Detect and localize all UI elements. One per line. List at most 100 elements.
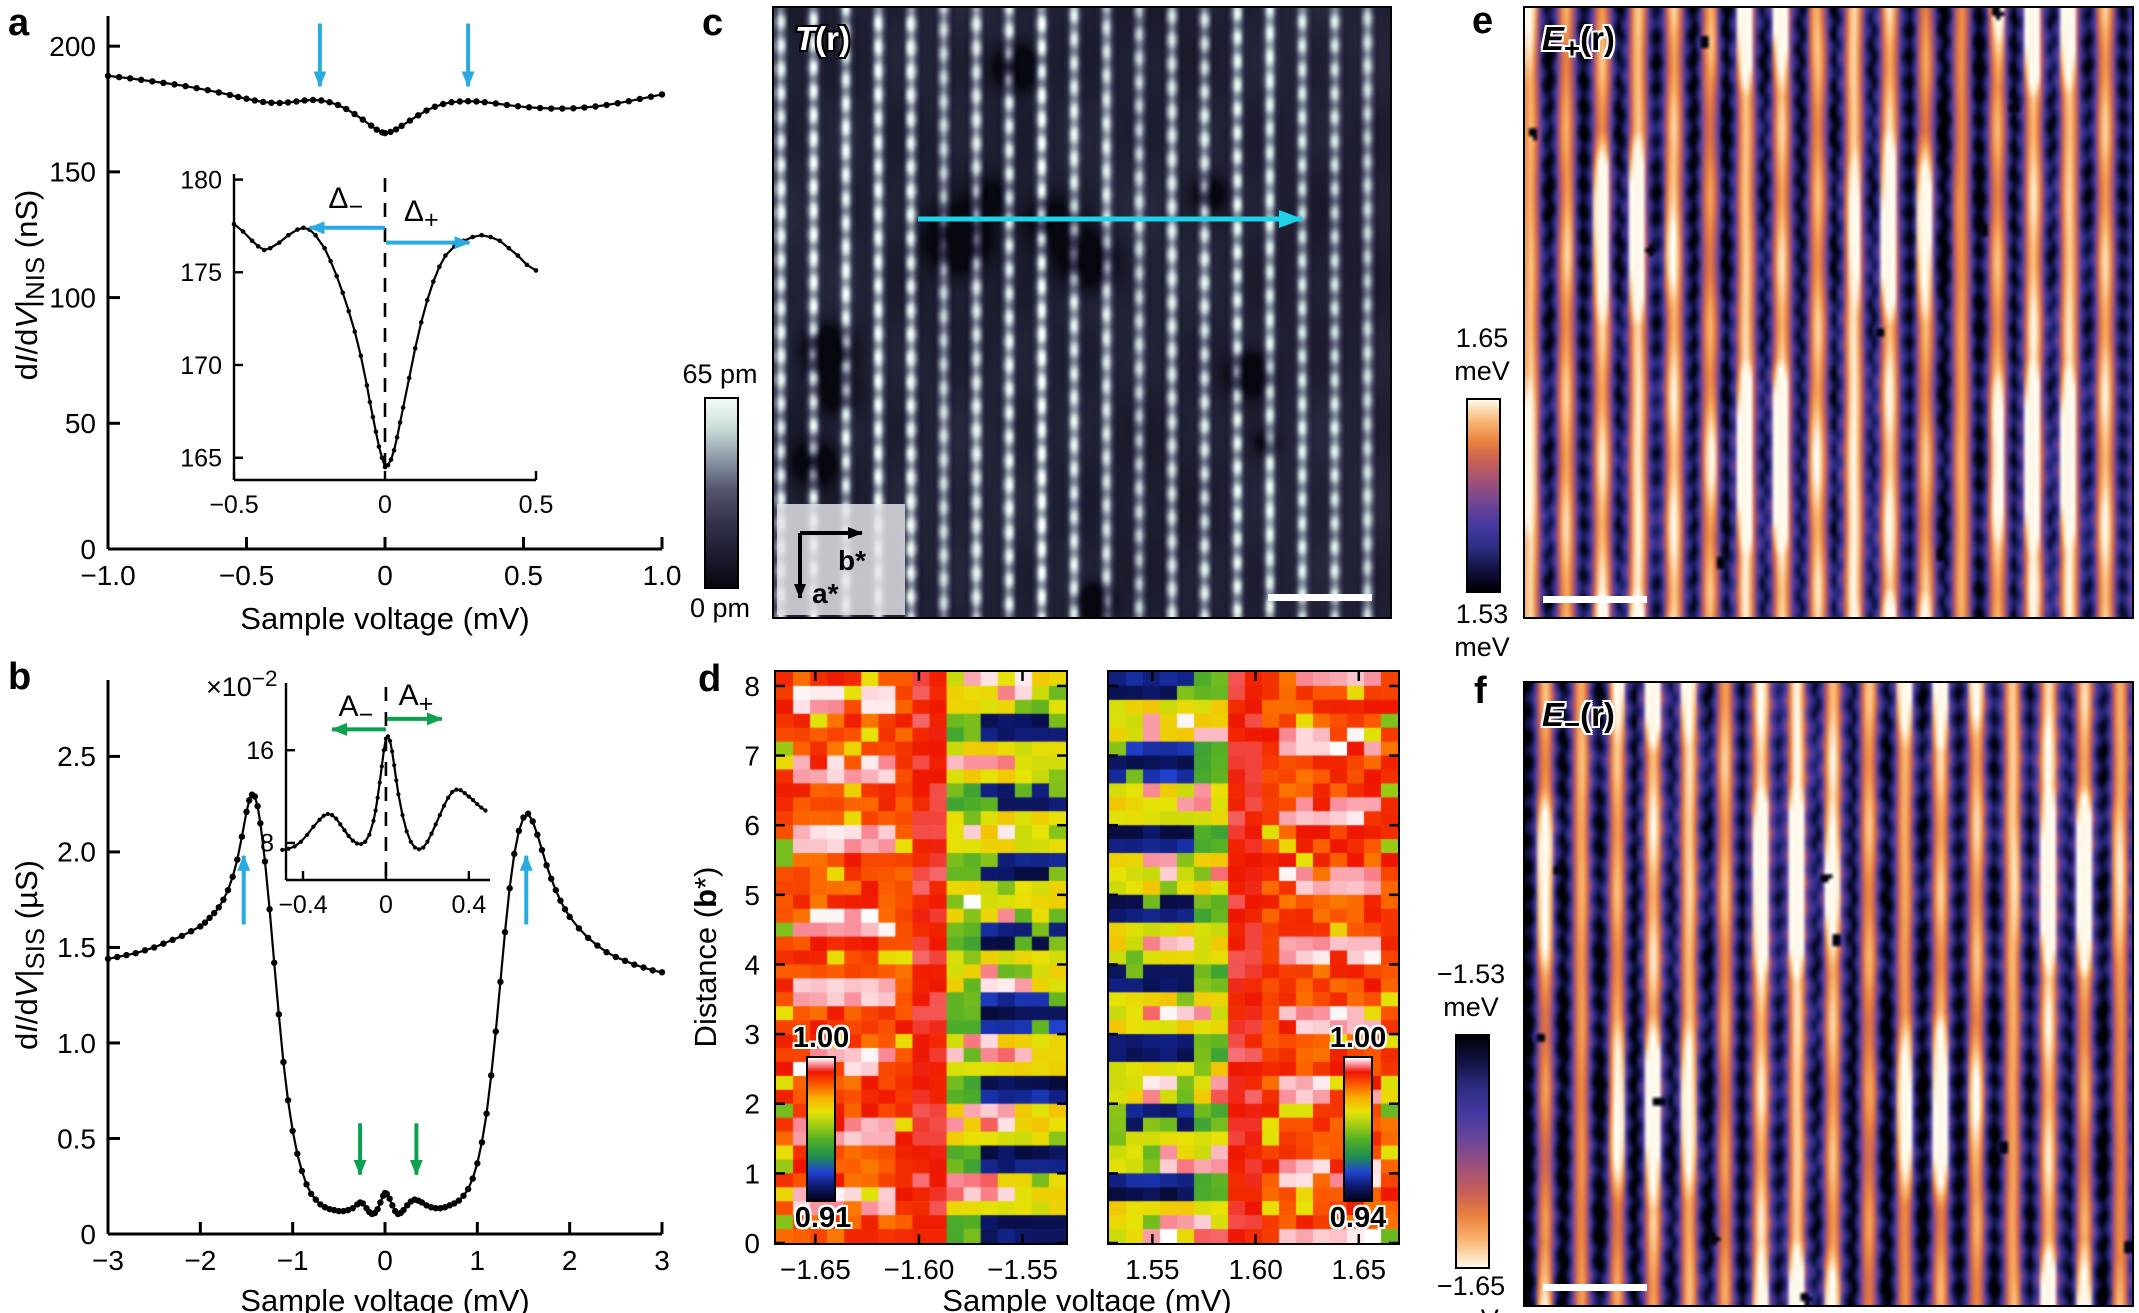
d-y-tick-label: 2 [744, 1089, 760, 1120]
A-plus-label: A+ [398, 679, 434, 719]
b-main-x-tick-label: −2 [184, 1245, 216, 1276]
d-y-tick-label: 3 [744, 1019, 760, 1050]
energy-minus-colorbar-max: −1.53 meV [1436, 959, 1506, 1022]
a-inset-y-tick-label: 170 [180, 352, 222, 380]
energy-minus-title: E−(r) [1542, 696, 1615, 740]
energy-minus-scale-bar [1543, 1284, 1647, 1291]
panel-b: 0 0.5 1.0 1.5 2.0 2.5 −3 −2 −1 0 1 2 3 [57, 680, 670, 1276]
topograph-colorbar [704, 397, 739, 589]
topograph-colorbar-max: 65 pm [682, 359, 758, 389]
panel-letter-f: f [1474, 670, 1487, 712]
b-star-axis-label: b* [838, 545, 867, 576]
a-y-axis-title: dI/dV|NIS (nS) [8, 189, 51, 381]
d-x-tick-label: −1.60 [883, 1254, 954, 1285]
a-main-x-tick-label: −1.0 [80, 560, 135, 591]
b-main-x-tick-label: 3 [654, 1245, 670, 1276]
b-main-y-tick-label: 2.5 [57, 741, 96, 772]
b-main-x-tick-label: −3 [92, 1245, 124, 1276]
energy-plus-colorbar-min: 1.53 meV [1454, 599, 1510, 662]
a-main-x-tick-label: 0.5 [504, 560, 543, 591]
b-main-x-tick-label: 0 [377, 1245, 393, 1276]
a-main-y-tick-label: 150 [49, 157, 96, 188]
b-inset-x-tick-label: 0 [379, 891, 393, 919]
d-x-tick-label: 1.60 [1228, 1254, 1283, 1285]
d-x-tick-label: 1.55 [1125, 1254, 1180, 1285]
a-main-y-tick-label: 200 [49, 31, 96, 62]
energy-plus-title: E+(r) [1542, 20, 1615, 64]
d-x-tick-label: 1.65 [1332, 1254, 1387, 1285]
b-main-x-tick-label: 2 [562, 1245, 578, 1276]
b-main-y-tick-label: 1.5 [57, 932, 96, 963]
a-main-y-tick-label: 50 [65, 408, 96, 439]
b-main-curve [107, 792, 663, 1216]
a-inset-y-tick-label: 175 [180, 259, 222, 287]
a-inset-y-tick-label: 180 [180, 166, 222, 194]
delta-minus-label: Δ− [328, 181, 364, 221]
d-y-tick-label: 5 [744, 880, 760, 911]
a-inset-x-tick-label: 0 [378, 491, 392, 519]
heatmap-right-colorbar-min: 0.94 [1329, 1202, 1387, 1234]
d-y-tick-label: 7 [744, 741, 760, 772]
b-x-axis-title: Sample voltage (mV) [240, 1283, 530, 1313]
d-y-axis-title: Distance (b*) [688, 866, 723, 1048]
b-main-y-tick-label: 0.5 [57, 1123, 96, 1154]
b-inset-x-tick-label: −0.4 [278, 891, 327, 919]
heatmap-left-colorbar-max: 1.00 [792, 1022, 850, 1054]
a-inset-x-tick-label: −0.5 [209, 491, 258, 519]
heatmap-left-colorbar [806, 1056, 836, 1202]
a-main-x-tick-label: 1.0 [643, 560, 682, 591]
panel-letter-b: b [8, 656, 32, 698]
d-y-tick-label: 6 [744, 810, 760, 841]
d-y-tick-label: 0 [744, 1228, 760, 1259]
d-y-tick-label: 8 [744, 671, 760, 702]
a-star-axis-label: a* [812, 578, 839, 609]
energy-minus-colorbar [1455, 1034, 1490, 1269]
a-main-x-tick-label: 0 [377, 560, 393, 591]
energy-minus-map-canvas [1523, 681, 2134, 1307]
b-y-axis-title: dI/dV|SIS (µS) [8, 860, 51, 1050]
panel-letter-e: e [1472, 0, 1494, 42]
heatmap-right-colorbar-max: 1.00 [1329, 1022, 1387, 1054]
b-main-x-tick-label: 1 [470, 1245, 486, 1276]
a-main-curve [107, 74, 663, 135]
heatmap-right-colorbar [1343, 1056, 1373, 1202]
b-main-y-tick-label: 2.0 [57, 837, 96, 868]
a-inset-y-tick-label: 165 [180, 444, 222, 472]
a-main-y-tick-label: 0 [80, 534, 96, 565]
b-inset-x-tick-label: 0.4 [451, 891, 486, 919]
panel-letter-c: c [702, 2, 724, 44]
a-x-axis-title: Sample voltage (mV) [240, 601, 530, 636]
topograph-scale-bar [1268, 594, 1372, 601]
b-main-y-tick-label: 1.0 [57, 1028, 96, 1059]
panel-letter-d: d [698, 658, 722, 700]
topograph-title: T(r) [795, 20, 851, 57]
b-main-y-tick-label: 0 [80, 1219, 96, 1250]
b-inset-y-tick-label: 16 [246, 737, 274, 765]
heatmap-left-colorbar-min: 0.91 [794, 1202, 852, 1234]
energy-plus-map-canvas [1523, 6, 2134, 619]
d-y-tick-label: 4 [744, 949, 760, 980]
a-inset-curve [233, 223, 537, 469]
energy-plus-colorbar [1466, 398, 1501, 593]
delta-plus-label: Δ+ [403, 194, 439, 234]
topograph-colorbar-min: 0 pm [689, 593, 751, 623]
b-inset-curve [282, 734, 487, 851]
b-inset-exponent: ×10−2 [206, 666, 278, 702]
d-y-tick-label: 1 [744, 1158, 760, 1189]
energy-plus-colorbar-max: 1.65 meV [1454, 323, 1510, 386]
panel-a: 0 50 100 150 200 −1.0 −0.5 0 0.5 1.0 [49, 16, 681, 591]
A-minus-label: A− [338, 689, 374, 729]
a-main-x-tick-label: −0.5 [219, 560, 274, 591]
b-main-x-tick-label: −1 [277, 1245, 309, 1276]
panel-a-inset: 165 170 175 180 −0.5 0 0.5 [180, 166, 553, 519]
d-x-tick-label: −1.55 [987, 1254, 1058, 1285]
a-inset-x-tick-label: 0.5 [519, 491, 554, 519]
d-x-tick-label: −1.65 [780, 1254, 851, 1285]
energy-plus-scale-bar [1543, 596, 1647, 603]
d-x-axis-title: Sample voltage (mV) [942, 1283, 1232, 1313]
a-main-y-tick-label: 100 [49, 282, 96, 313]
b-inset-y-tick-label: 8 [260, 830, 274, 858]
panel-letter-a: a [8, 2, 30, 44]
